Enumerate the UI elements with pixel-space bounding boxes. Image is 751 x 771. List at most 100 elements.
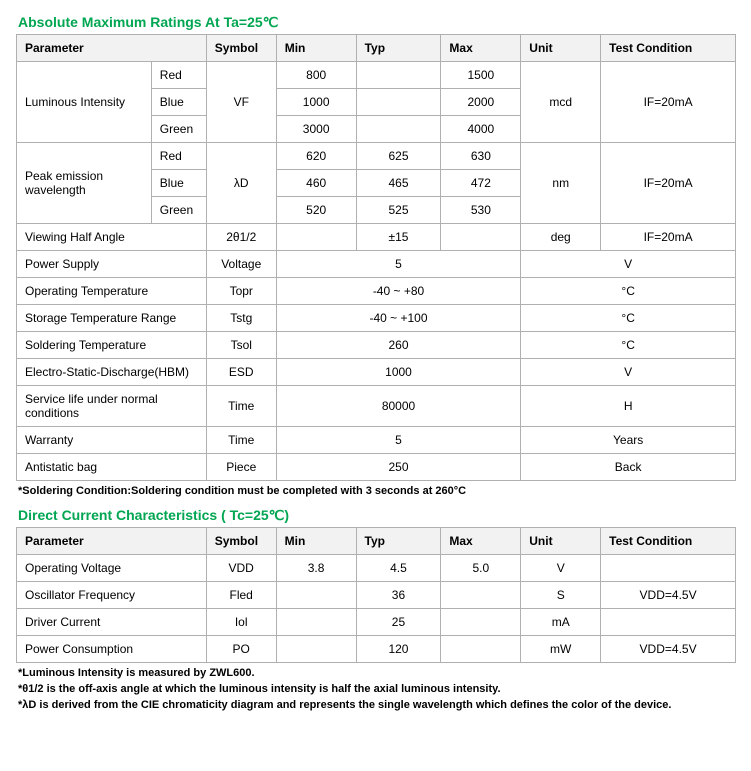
t2r2-max xyxy=(441,609,521,636)
peak-blue-typ: 465 xyxy=(356,170,441,197)
luminous-unit: mcd xyxy=(521,62,601,143)
th-typ: Typ xyxy=(356,35,441,62)
luminous-sub-green: Green xyxy=(151,116,206,143)
viewing-row: Viewing Half Angle 2θ1/2 ±15 deg IF=20mA xyxy=(17,224,736,251)
t2r3-min xyxy=(276,636,356,663)
viewing-min xyxy=(276,224,356,251)
t2r1-label: Oscillator Frequency xyxy=(17,582,207,609)
t2r0-typ: 4.5 xyxy=(356,555,441,582)
optemp-unit: °C xyxy=(521,278,736,305)
peak-red-max: 630 xyxy=(441,143,521,170)
t2r2-min xyxy=(276,609,356,636)
t2r3-typ: 120 xyxy=(356,636,441,663)
power-label: Power Supply xyxy=(17,251,207,278)
luminous-red-max: 1500 xyxy=(441,62,521,89)
luminous-cond: IF=20mA xyxy=(601,62,736,143)
luminous-blue-typ xyxy=(356,89,441,116)
footnote-0: *Luminous Intensity is measured by ZWL60… xyxy=(18,667,735,679)
abs-max-table: Parameter Symbol Min Typ Max Unit Test C… xyxy=(16,34,736,481)
t2r1-typ: 36 xyxy=(356,582,441,609)
esd-row: Electro-Static-Discharge(HBM) ESD 1000 V xyxy=(17,359,736,386)
t2r3-cond: VDD=4.5V xyxy=(601,636,736,663)
table2-row-2: Driver Current Iol 25 mA xyxy=(17,609,736,636)
t2r0-cond xyxy=(601,555,736,582)
power-symbol: Voltage xyxy=(206,251,276,278)
peak-sub-green: Green xyxy=(151,197,206,224)
warranty-label: Warranty xyxy=(17,427,207,454)
th-unit: Unit xyxy=(521,35,601,62)
luminous-blue-max: 2000 xyxy=(441,89,521,116)
esd-label: Electro-Static-Discharge(HBM) xyxy=(17,359,207,386)
peak-blue-max: 472 xyxy=(441,170,521,197)
t2r3-max xyxy=(441,636,521,663)
antistatic-label: Antistatic bag xyxy=(17,454,207,481)
footnote-2: *λD is derived from the CIE chromaticity… xyxy=(18,699,735,711)
viewing-symbol: 2θ1/2 xyxy=(206,224,276,251)
viewing-cond: IF=20mA xyxy=(601,224,736,251)
th-min: Min xyxy=(276,35,356,62)
antistatic-symbol: Piece xyxy=(206,454,276,481)
luminous-row-red: Luminous Intensity Red VF 800 1500 mcd I… xyxy=(17,62,736,89)
t2r3-unit: mW xyxy=(521,636,601,663)
soltemp-label: Soldering Temperature xyxy=(17,332,207,359)
th2-typ: Typ xyxy=(356,528,441,555)
t2r2-unit: mA xyxy=(521,609,601,636)
stortemp-unit: °C xyxy=(521,305,736,332)
warranty-val: 5 xyxy=(276,427,521,454)
life-symbol: Time xyxy=(206,386,276,427)
table1-footnote: *Soldering Condition:Soldering condition… xyxy=(18,485,735,497)
t2r0-unit: V xyxy=(521,555,601,582)
table2-row-3: Power Consumption PO 120 mW VDD=4.5V xyxy=(17,636,736,663)
warranty-unit: Years xyxy=(521,427,736,454)
th2-max: Max xyxy=(441,528,521,555)
t2r1-max xyxy=(441,582,521,609)
warranty-row: Warranty Time 5 Years xyxy=(17,427,736,454)
dc-char-table: Parameter Symbol Min Typ Max Unit Test C… xyxy=(16,527,736,663)
t2r0-min: 3.8 xyxy=(276,555,356,582)
peak-green-typ: 525 xyxy=(356,197,441,224)
th-cond: Test Condition xyxy=(601,35,736,62)
t2r2-typ: 25 xyxy=(356,609,441,636)
optemp-val: -40 ~ +80 xyxy=(276,278,521,305)
peak-green-max: 530 xyxy=(441,197,521,224)
luminous-green-max: 4000 xyxy=(441,116,521,143)
th2-symbol: Symbol xyxy=(206,528,276,555)
t2r2-symbol: Iol xyxy=(206,609,276,636)
table1-header-row: Parameter Symbol Min Typ Max Unit Test C… xyxy=(17,35,736,62)
th2-min: Min xyxy=(276,528,356,555)
luminous-green-typ xyxy=(356,116,441,143)
peak-unit: nm xyxy=(521,143,601,224)
t2r3-symbol: PO xyxy=(206,636,276,663)
peak-cond: IF=20mA xyxy=(601,143,736,224)
power-row: Power Supply Voltage 5 V xyxy=(17,251,736,278)
antistatic-val: 250 xyxy=(276,454,521,481)
power-val: 5 xyxy=(276,251,521,278)
optemp-symbol: Topr xyxy=(206,278,276,305)
peak-label: Peak emission wavelength xyxy=(17,143,152,224)
soltemp-val: 260 xyxy=(276,332,521,359)
th2-cond: Test Condition xyxy=(601,528,736,555)
footnote-1: *θ1/2 is the off-axis angle at which the… xyxy=(18,683,735,695)
peak-sub-blue: Blue xyxy=(151,170,206,197)
luminous-symbol: VF xyxy=(206,62,276,143)
soltemp-unit: °C xyxy=(521,332,736,359)
life-row: Service life under normal conditions Tim… xyxy=(17,386,736,427)
th-symbol: Symbol xyxy=(206,35,276,62)
th-parameter: Parameter xyxy=(17,35,207,62)
peak-symbol: λD xyxy=(206,143,276,224)
th2-unit: Unit xyxy=(521,528,601,555)
soltemp-row: Soldering Temperature Tsol 260 °C xyxy=(17,332,736,359)
luminous-blue-min: 1000 xyxy=(276,89,356,116)
stortemp-symbol: Tstg xyxy=(206,305,276,332)
t2r0-symbol: VDD xyxy=(206,555,276,582)
viewing-max xyxy=(441,224,521,251)
soltemp-symbol: Tsol xyxy=(206,332,276,359)
t2r0-label: Operating Voltage xyxy=(17,555,207,582)
t2r2-label: Driver Current xyxy=(17,609,207,636)
stortemp-label: Storage Temperature Range xyxy=(17,305,207,332)
t2r3-label: Power Consumption xyxy=(17,636,207,663)
stortemp-val: -40 ~ +100 xyxy=(276,305,521,332)
luminous-green-min: 3000 xyxy=(276,116,356,143)
t2r1-unit: S xyxy=(521,582,601,609)
life-val: 80000 xyxy=(276,386,521,427)
